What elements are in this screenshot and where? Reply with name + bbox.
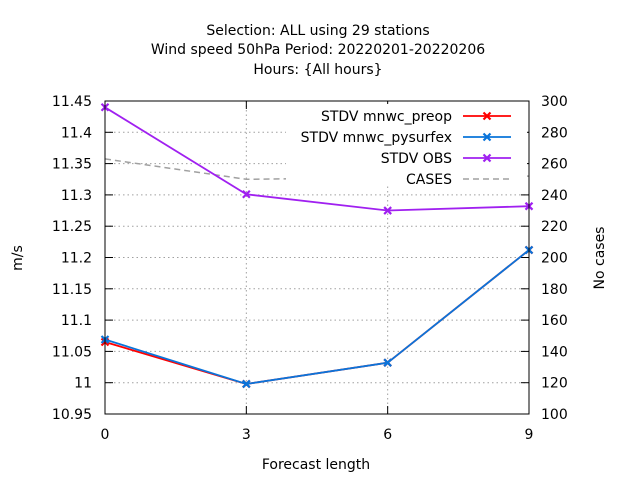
y-tick-label: 11.35 (52, 157, 92, 173)
y-tick-label: 11.25 (52, 219, 92, 235)
plot-frame (104, 100, 530, 415)
y2-axis-label: No cases (592, 227, 608, 290)
y-tick-label: 11.1 (61, 313, 92, 329)
y2-tick-label: 120 (541, 376, 568, 392)
legend-label: STDV mnwc_preop (321, 109, 452, 125)
series-stdv-obs (100, 102, 534, 215)
series-stdv-mnwc-pysurfex (100, 245, 534, 389)
title-line-1: Selection: ALL using 29 stations (206, 23, 429, 39)
legend-label: STDV OBS (381, 151, 452, 167)
title-line-3: Hours: {All hours} (253, 62, 382, 78)
chart-title: Selection: ALL using 29 stations Wind sp… (151, 23, 485, 78)
y-tick-label: 11.2 (61, 251, 92, 267)
y-tick-label: 11 (74, 376, 92, 392)
data-point-marker (482, 132, 492, 142)
y2-tick-label: 180 (541, 282, 568, 298)
legend-label: STDV mnwc_pysurfex (301, 130, 452, 146)
y2-tick-label: 240 (541, 188, 568, 204)
y-tick-label: 11.05 (52, 344, 92, 360)
x-tick-label: 9 (525, 427, 534, 443)
x-tick-label: 0 (101, 427, 110, 443)
series-stdv-mnwc-preop (100, 245, 534, 389)
title-line-2: Wind speed 50hPa Period: 20220201-202202… (151, 42, 485, 58)
y-tick-label: 11.15 (52, 282, 92, 298)
y2-tick-label: 200 (541, 251, 568, 267)
data-point-marker (482, 111, 492, 121)
y2-tick-label: 220 (541, 219, 568, 235)
axis-ticks: 10.95 11 11.05 11.1 11.15 11.2 11.25 11.3 11.35 1… (52, 94, 568, 443)
y2-tick-label: 100 (541, 407, 568, 423)
series-line (104, 249, 530, 385)
data-point-marker (383, 358, 392, 367)
y2-tick-label: 300 (541, 94, 568, 110)
y2-tick-label: 280 (541, 125, 568, 141)
y2-tick-label: 260 (541, 157, 568, 173)
y-axis-label: m/s (10, 245, 26, 271)
y2-tick-label: 140 (541, 344, 568, 360)
data-point-marker (242, 189, 251, 199)
y-tick-label: 11.45 (52, 94, 92, 110)
x-tick-label: 3 (242, 427, 251, 443)
data-point-marker (383, 206, 392, 215)
x-axis-label: Forecast length (262, 457, 370, 473)
data-point-marker (482, 153, 492, 163)
y-tick-label: 11.4 (61, 125, 92, 141)
legend-label: CASES (406, 172, 452, 188)
y2-tick-label: 160 (541, 313, 568, 329)
y-tick-label: 10.95 (52, 407, 92, 423)
legend: STDV mnwc_preop STDV mnwc_pysurfex STDV OB… (286, 104, 527, 188)
x-tick-label: 6 (383, 427, 392, 443)
data-point-marker (242, 379, 251, 389)
series-line (104, 249, 530, 385)
y-tick-label: 11.3 (61, 188, 92, 204)
series-line (104, 106, 530, 212)
